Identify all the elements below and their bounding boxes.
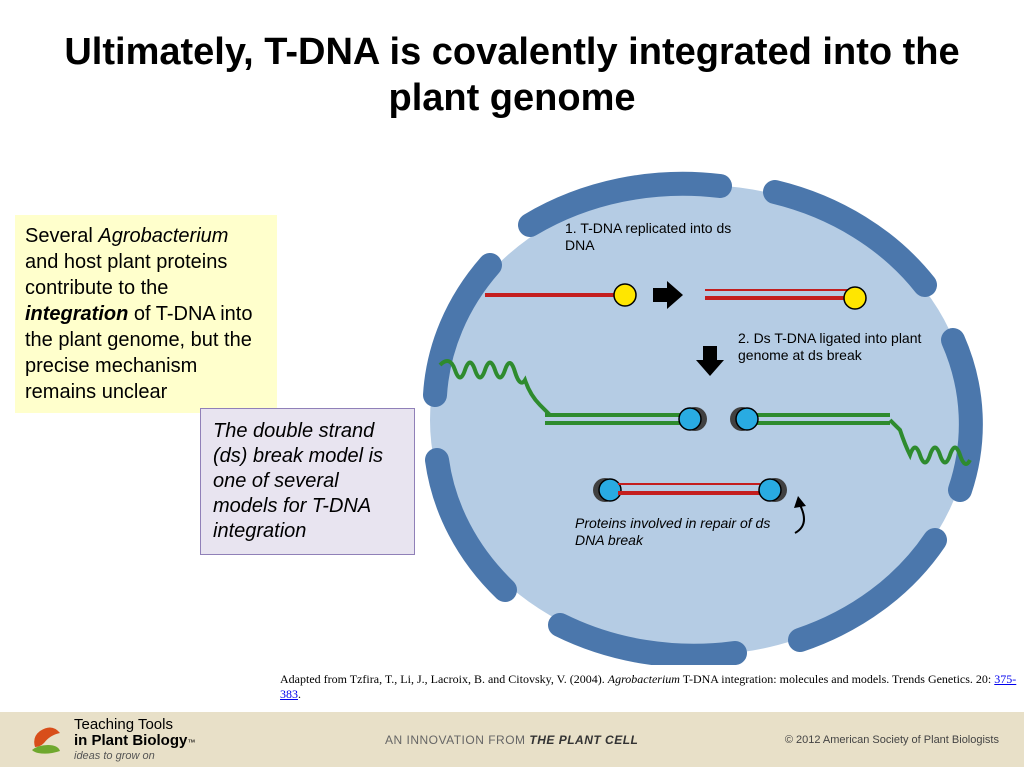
step2-label: 2. Ds T-DNA ligated into plant genome at… bbox=[738, 330, 938, 364]
footer-logo: Teaching Tools in Plant Biology™ ideas t… bbox=[0, 717, 195, 762]
leaf-icon bbox=[30, 725, 66, 755]
step1-label: 1. T-DNA replicated into ds DNA bbox=[565, 220, 735, 254]
footer-innovation: AN INNOVATION FROM THE PLANT CELL bbox=[385, 733, 638, 747]
citation: Adapted from Tzfira, T., Li, J., Lacroix… bbox=[280, 672, 1024, 702]
page-title: Ultimately, T-DNA is covalently integrat… bbox=[0, 0, 1024, 131]
footer-copyright: © 2012 American Society of Plant Biologi… bbox=[785, 734, 999, 746]
protein-label: Proteins involved in repair of ds DNA br… bbox=[575, 515, 775, 549]
info-box-purple: The double strand (ds) break model is on… bbox=[200, 408, 415, 555]
info-box-yellow: Several Agrobacterium and host plant pro… bbox=[15, 215, 277, 413]
footer: Teaching Tools in Plant Biology™ ideas t… bbox=[0, 712, 1024, 767]
cell-diagram: 1. T-DNA replicated into ds DNA 2. Ds T-… bbox=[400, 170, 985, 665]
